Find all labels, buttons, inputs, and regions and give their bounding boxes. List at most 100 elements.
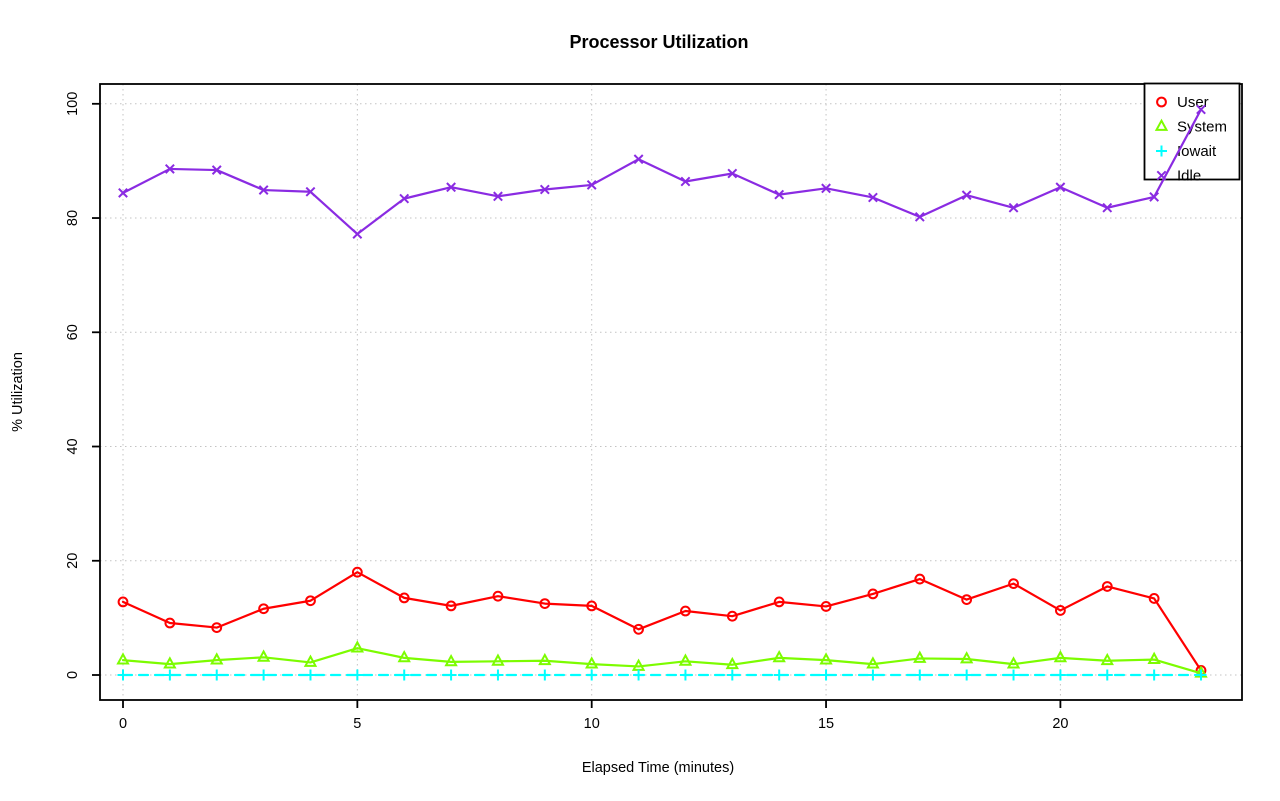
marker-iowait	[679, 669, 691, 681]
marker-idle	[1055, 182, 1066, 193]
plot-box-layer	[99, 83, 1243, 701]
marker-user	[773, 596, 785, 608]
series-line-user	[121, 571, 1203, 672]
marker-idle	[399, 193, 410, 204]
marker-user	[914, 573, 926, 585]
marker-user	[258, 603, 270, 615]
marker-system	[210, 652, 224, 665]
marker-idle	[961, 190, 972, 201]
marker-iowait	[1008, 669, 1020, 681]
chart-title: Processor Utilization	[569, 32, 748, 52]
marker-iowait	[726, 669, 738, 681]
marker-system	[350, 640, 365, 653]
x-tick-label: 10	[584, 716, 600, 732]
marker-idle	[258, 185, 269, 195]
marker-user	[633, 623, 644, 635]
x-axis-label: Elapsed Time (minutes)	[582, 760, 734, 776]
marker-system	[1006, 656, 1021, 669]
y-tick-label: 100	[65, 92, 81, 116]
legend: User System Iowait Idle	[1143, 82, 1241, 185]
marker-system	[491, 653, 505, 666]
x-tick-label: 0	[119, 716, 127, 732]
marker-idle	[821, 183, 831, 194]
marker-user	[539, 598, 551, 609]
marker-iowait	[164, 669, 176, 681]
marker-idle	[493, 191, 503, 202]
y-axis-label: % Utilization	[10, 352, 26, 432]
marker-iowait	[867, 669, 879, 681]
marker-idle	[586, 180, 597, 190]
marker-system	[1053, 649, 1068, 663]
marker-user	[586, 600, 598, 612]
marker-iowait	[1054, 669, 1066, 681]
y-tick-label: 60	[65, 324, 81, 340]
marker-iowait	[258, 669, 270, 681]
marker-user	[164, 617, 176, 629]
marker-idle	[164, 164, 175, 174]
marker-system	[959, 651, 974, 664]
marker-user	[680, 605, 691, 617]
marker-system	[772, 649, 786, 663]
legend-label: System	[1177, 119, 1227, 136]
y-tick-label: 80	[65, 210, 81, 226]
marker-system	[913, 650, 927, 663]
marker-idle	[914, 211, 925, 222]
marker-idle	[211, 165, 222, 175]
marker-idle	[1102, 202, 1113, 213]
marker-system	[1100, 652, 1114, 666]
marker-system	[1147, 651, 1161, 664]
circle-legend-icon	[1156, 96, 1167, 108]
marker-iowait	[304, 669, 316, 681]
marker-user	[445, 600, 457, 612]
marker-idle	[539, 184, 550, 195]
legend-entry: User	[1156, 94, 1209, 111]
x-tick-label: 20	[1052, 716, 1068, 732]
y-tick-label: 40	[65, 438, 81, 454]
marker-system	[397, 649, 411, 663]
marker-user	[351, 566, 363, 578]
marker-user	[726, 610, 738, 622]
series-line-idle	[121, 108, 1203, 236]
y-tick-label: 0	[65, 671, 81, 679]
marker-system	[585, 656, 599, 669]
legend-label: Idle	[1177, 168, 1201, 185]
marker-iowait	[914, 669, 926, 681]
legend-entry: Iowait	[1156, 143, 1217, 160]
marker-iowait	[398, 669, 410, 681]
marker-idle	[774, 189, 785, 200]
marker-idle	[446, 182, 456, 193]
marker-iowait	[773, 669, 785, 681]
marker-user	[305, 595, 316, 607]
legend-box	[1143, 82, 1241, 181]
marker-user	[398, 592, 410, 604]
marker-iowait	[1148, 669, 1160, 681]
series-line-system	[121, 647, 1203, 675]
marker-idle	[1196, 104, 1206, 115]
marker-system	[303, 654, 318, 667]
marker-user	[1008, 578, 1019, 590]
marker-system	[866, 656, 880, 669]
marker-idle	[352, 229, 363, 239]
marker-user	[492, 590, 504, 602]
marker-iowait	[961, 669, 973, 681]
marker-iowait	[1101, 669, 1113, 681]
marker-system	[538, 652, 552, 666]
marker-idle	[633, 154, 644, 165]
marker-idle	[680, 176, 691, 187]
legend-label: Iowait	[1177, 143, 1217, 160]
marker-user	[820, 601, 832, 612]
marker-iowait	[351, 669, 363, 681]
marker-user	[211, 622, 223, 633]
marker-user	[1055, 605, 1066, 616]
marker-user	[1148, 593, 1160, 604]
marker-system	[725, 656, 739, 670]
marker-iowait	[492, 669, 504, 681]
marker-user	[117, 596, 129, 608]
plot-box	[99, 83, 1243, 701]
marker-iowait	[445, 669, 457, 681]
marker-system	[678, 653, 693, 666]
marker-user	[1101, 581, 1113, 592]
